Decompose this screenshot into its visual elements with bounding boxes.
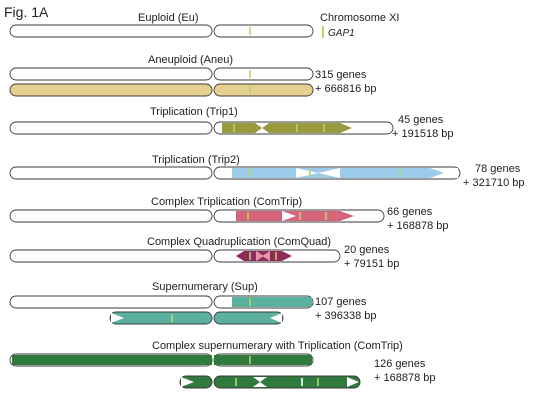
suptrip-right-segment xyxy=(214,355,312,365)
sup-left-notch xyxy=(111,313,124,323)
aneu-bp: + 666816 bp xyxy=(315,83,376,95)
trip1-junction-bottom xyxy=(255,128,269,133)
comtrip-junction xyxy=(282,211,296,221)
trip1-arrow-head xyxy=(340,123,352,133)
suptrip-genes: 126 genes xyxy=(374,358,426,370)
trip2-bp: + 321710 bp xyxy=(463,177,524,189)
comquad-chromosome-left-arm xyxy=(9,249,213,263)
trip1-amplified-segment xyxy=(222,123,340,133)
trip2-tail-cut xyxy=(430,168,458,178)
panel-title-trip1: Triplication (Trip1) xyxy=(150,106,238,118)
trip1-genes: 45 genes xyxy=(398,114,444,126)
panel-title-suptrip: Complex supernumerary with Triplication … xyxy=(152,340,403,352)
sup-supernumerary-chromosome-left-arm xyxy=(109,311,213,325)
sup-chromosome-left-arm xyxy=(9,295,213,309)
comquad-arrow-head xyxy=(282,251,292,261)
trip1-chromosome-left-arm xyxy=(9,121,213,135)
trip1-bp: + 191518 bp xyxy=(392,128,453,140)
comquad-bp: + 79151 bp xyxy=(344,258,399,270)
comtrip-arrow-head xyxy=(340,211,354,221)
panel-title-euploid: Euploid (Eu) xyxy=(138,12,199,24)
aneu-chromosome-1-left-arm xyxy=(9,67,213,81)
aneu-chromosome-1-right-arm xyxy=(213,67,314,81)
panel-title-trip2: Triplication (Trip2) xyxy=(152,154,240,166)
sup-supernumerary-chromosome-right-arm xyxy=(213,311,284,325)
suptrip-extra-chromosome-right-arm xyxy=(213,375,361,389)
panel-title-sup: Supernumerary (Sup) xyxy=(152,281,258,293)
chromosome-shapes xyxy=(9,24,461,389)
sup-bp: + 396338 bp xyxy=(315,310,376,322)
suptrip-right-notch xyxy=(347,377,359,387)
trip2-junction-1 xyxy=(296,168,318,178)
trip2-genes: 78 genes xyxy=(475,163,521,175)
comquad-junction-2 xyxy=(262,251,270,261)
euploid-chromosome-right-arm xyxy=(213,24,314,38)
suptrip-extra-chromosome-left-arm xyxy=(179,375,213,389)
sup-genes: 107 genes xyxy=(315,296,367,308)
comtrip-bp: + 168878 bp xyxy=(387,220,448,232)
sup-amplified-segment xyxy=(232,297,312,307)
comtrip-genes: 66 genes xyxy=(387,206,433,218)
comquad-genes: 20 genes xyxy=(344,244,390,256)
chromosome-label: Chromosome XI xyxy=(320,12,399,24)
figure-label: Fig. 1A xyxy=(4,4,49,20)
panel-title-comtrip: Complex Triplication (ComTrip) xyxy=(151,196,302,208)
comquad-arrow-tail xyxy=(236,251,244,261)
euploid-chromosome-left-arm xyxy=(9,24,213,38)
trip2-amplified-segment xyxy=(232,168,458,178)
panel-title-aneuploid: Aneuploid (Aneu) xyxy=(148,54,233,66)
sup-right-notch xyxy=(270,313,282,323)
comtrip-chromosome-left-arm xyxy=(9,209,213,223)
trip2-junction-2 xyxy=(318,168,340,178)
trip2-chromosome-left-arm xyxy=(9,166,213,180)
suptrip-bp: + 168878 bp xyxy=(374,372,435,384)
aneu-genes: 315 genes xyxy=(315,69,367,81)
panel-title-comquad: Complex Quadruplication (ComQuad) xyxy=(147,236,331,248)
suptrip-junction-bottom xyxy=(253,382,267,387)
suptrip-left-segment xyxy=(12,355,212,365)
trip1-junction-top xyxy=(255,123,269,128)
suptrip-left-notch xyxy=(181,377,194,387)
aneu-chromosome-2-right-arm xyxy=(213,83,314,97)
gap1-label: GAP1 xyxy=(328,28,355,39)
comquad-junction-1 xyxy=(256,251,264,261)
suptrip-junction-top xyxy=(253,377,267,382)
aneu-chromosome-2-left-arm xyxy=(9,83,213,97)
